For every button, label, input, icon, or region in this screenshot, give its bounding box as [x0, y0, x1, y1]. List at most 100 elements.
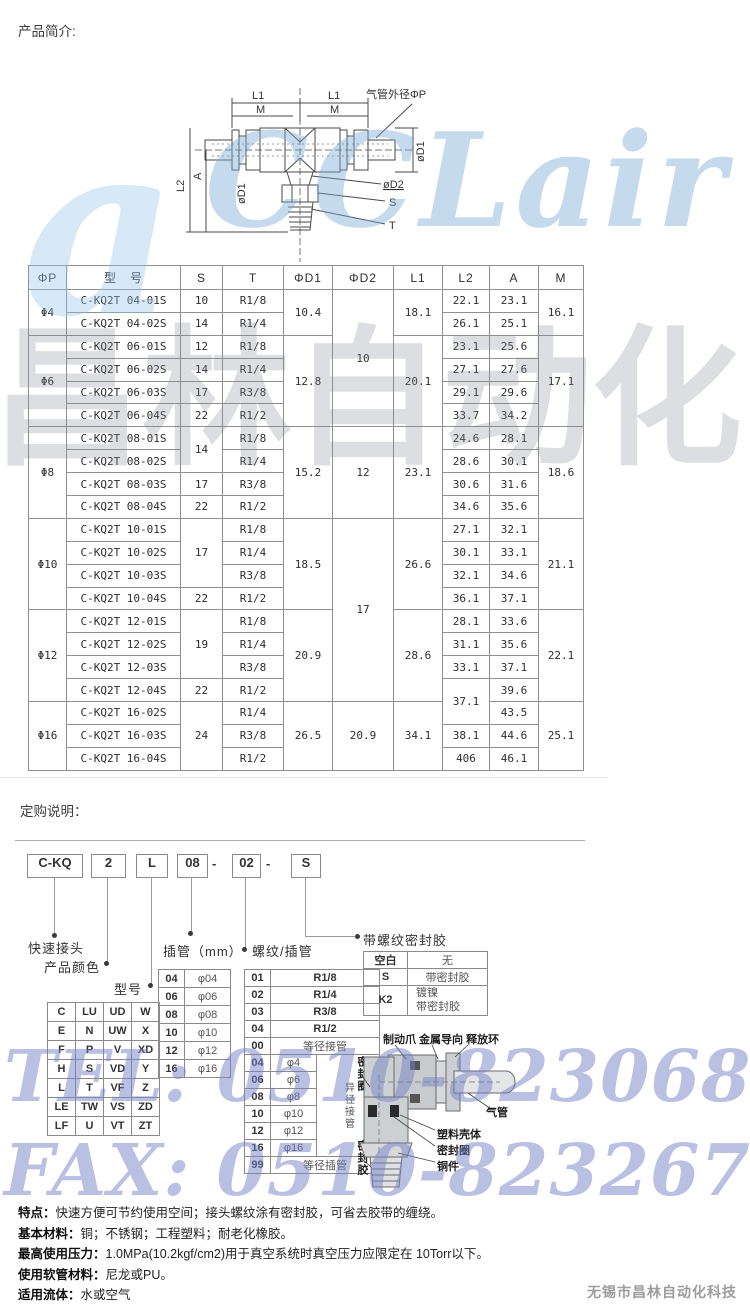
- table-row: H S VD Y: [47, 1059, 160, 1079]
- table-cell: 14: [180, 426, 223, 474]
- table-cell: 26.5: [283, 701, 333, 771]
- dim-l2: L2: [175, 180, 187, 192]
- label-quick-connector: 快速接头: [28, 941, 85, 956]
- table-cell: TW: [75, 1097, 104, 1117]
- code-box-series: C-KQ: [27, 854, 83, 878]
- feature-line: 最高使用压力：1.0MPa(10.2kgf/cm2)用于真空系统时真空压力应限定…: [18, 1244, 548, 1265]
- table-cell: 12: [158, 1041, 185, 1060]
- table-cell: 28.1: [489, 426, 539, 451]
- table-cell: φ12: [184, 1041, 231, 1060]
- table-cell: R1/8: [222, 289, 284, 313]
- table-cell: 43.5: [489, 701, 539, 725]
- table-row: C-KQ2T 08-04S 22 R1/2 34.6 35.6: [29, 495, 584, 519]
- spec-column-header: A: [489, 265, 539, 290]
- table-cell: 30.6: [442, 472, 490, 497]
- table-row: 04 φ04: [158, 969, 231, 988]
- table-cell: φ4: [270, 1054, 317, 1072]
- table-cell: 00: [244, 1037, 271, 1055]
- table-cell: 04: [244, 1054, 271, 1072]
- spec-table: ΦP 型 号 S T ΦD1 ΦD2 L1 L2 A M Φ4 C-KQ2T 04-01S 10 R1/…: [28, 265, 584, 771]
- leader-line: [305, 877, 306, 936]
- feature-text: 水或空气: [80, 1288, 131, 1303]
- table-cell: ZT: [131, 1116, 160, 1136]
- table-row: Φ4 C-KQ2T 04-01S 10 R1/8 10.4 10 18.1 22.1 23.1 1…: [28, 288, 584, 428]
- table-cell: UW: [103, 1021, 132, 1041]
- table-cell: C-KQ2T 10-03S: [66, 563, 181, 588]
- table-cell: 23.1: [442, 334, 490, 359]
- table-cell: L: [47, 1078, 76, 1098]
- table-cell: C-KQ2T 16-04S: [66, 746, 181, 771]
- table-cell: Φ16: [28, 701, 67, 771]
- table-cell: 37.1: [489, 586, 539, 611]
- code-separator: -: [266, 856, 271, 871]
- table-row: 01 R1/8: [244, 969, 380, 987]
- table-cell: φ6: [270, 1071, 317, 1089]
- table-cell: S: [363, 968, 408, 986]
- table-row: 00 等径接管: [244, 1037, 380, 1055]
- table-row: E N UW X: [47, 1021, 160, 1041]
- table-cell: C-KQ2T 06-02S: [66, 357, 181, 382]
- spec-column-header: M: [538, 265, 584, 290]
- table-cell: 10: [244, 1105, 271, 1123]
- label-claw-guide-ring: 制动爪 金属导向 释放环: [383, 1034, 500, 1046]
- table-cell: R3/8: [222, 472, 284, 497]
- table-row: C-KQ2T 06-03S 17 R3/8 29.1 29.6: [29, 380, 584, 405]
- table-cell: 28.6: [393, 609, 443, 703]
- label-thread-sealant: 带螺纹密封胶: [363, 933, 448, 948]
- table-cell: 12.8: [283, 334, 333, 428]
- table-cell: LE: [47, 1097, 76, 1117]
- spec-column-header: S: [180, 265, 223, 290]
- leader-line: [305, 936, 355, 937]
- table-cell: S: [75, 1059, 104, 1079]
- table-cell: 23.1: [393, 426, 443, 519]
- table-cell: 31.6: [489, 472, 539, 497]
- table-cell: φ10: [184, 1023, 231, 1042]
- table-cell: C-KQ2T 06-03S: [66, 380, 181, 405]
- sealant-option-table: 空白无 S 带密封胶 K2 镀镍 带密封胶: [363, 951, 488, 1016]
- leader-line: [107, 877, 108, 963]
- table-row: C-KQ2T 10-04S 22 R1/2 36.1 37.1: [29, 586, 584, 611]
- feature-text: 快速方便可节约使用空间；接头螺纹涂有密封胶，可省去胶带的缠绕。: [55, 1206, 444, 1220]
- leader-dot: [188, 931, 193, 936]
- leader-dot: [242, 947, 247, 952]
- horizontal-rule: [15, 840, 585, 841]
- table-cell: 25.6: [489, 334, 539, 359]
- label-seal-ring: 密封圈: [437, 1145, 470, 1157]
- table-cell: Y: [131, 1059, 160, 1079]
- code-box-model: L: [136, 854, 168, 878]
- table-cell: C-KQ2T 08-04S: [66, 495, 181, 519]
- table-cell: φ10: [270, 1105, 317, 1123]
- table-cell: C-KQ2T 04-02S: [66, 311, 181, 336]
- dim-d1-right: øD1: [415, 141, 427, 162]
- table-row: 03 R3/8: [244, 1003, 380, 1021]
- dim-d2: øD2: [383, 179, 404, 191]
- table-cell: 26.6: [393, 517, 443, 611]
- table-cell: 35.6: [489, 632, 539, 657]
- label-thread-tube: 螺纹/插管: [252, 944, 313, 959]
- dim-l1-left: L1: [252, 90, 264, 102]
- table-cell: 46.1: [489, 746, 539, 771]
- table-row: 16 φ16: [158, 1059, 231, 1078]
- table-cell: 18.5: [283, 517, 333, 611]
- table-cell: V: [103, 1040, 132, 1060]
- table-cell: 22.1: [538, 609, 584, 703]
- feature-text: 铜；不锈钢；工程塑料；耐老化橡胶。: [80, 1226, 294, 1241]
- label-plastic-body: 塑料壳体: [437, 1129, 481, 1141]
- table-cell: 32.1: [489, 517, 539, 542]
- table-row: 04 R1/2: [244, 1020, 380, 1038]
- table-cell: R1/2: [222, 678, 284, 703]
- table-row: C LU UD W: [47, 1002, 160, 1022]
- image-divider: [0, 777, 608, 778]
- leader-line: [54, 877, 55, 935]
- table-cell: 17: [180, 517, 223, 588]
- table-cell: 02: [244, 986, 271, 1004]
- table-row: 06 φ6: [244, 1071, 380, 1089]
- feature-label: 特点：: [18, 1206, 56, 1220]
- table-cell: 37.1: [442, 678, 490, 725]
- table-cell: E: [47, 1021, 76, 1041]
- table-cell: R1/8: [222, 334, 284, 359]
- table-cell: 无: [407, 951, 488, 969]
- table-cell: 25.1: [489, 311, 539, 336]
- spec-column-header: ΦD2: [332, 265, 394, 290]
